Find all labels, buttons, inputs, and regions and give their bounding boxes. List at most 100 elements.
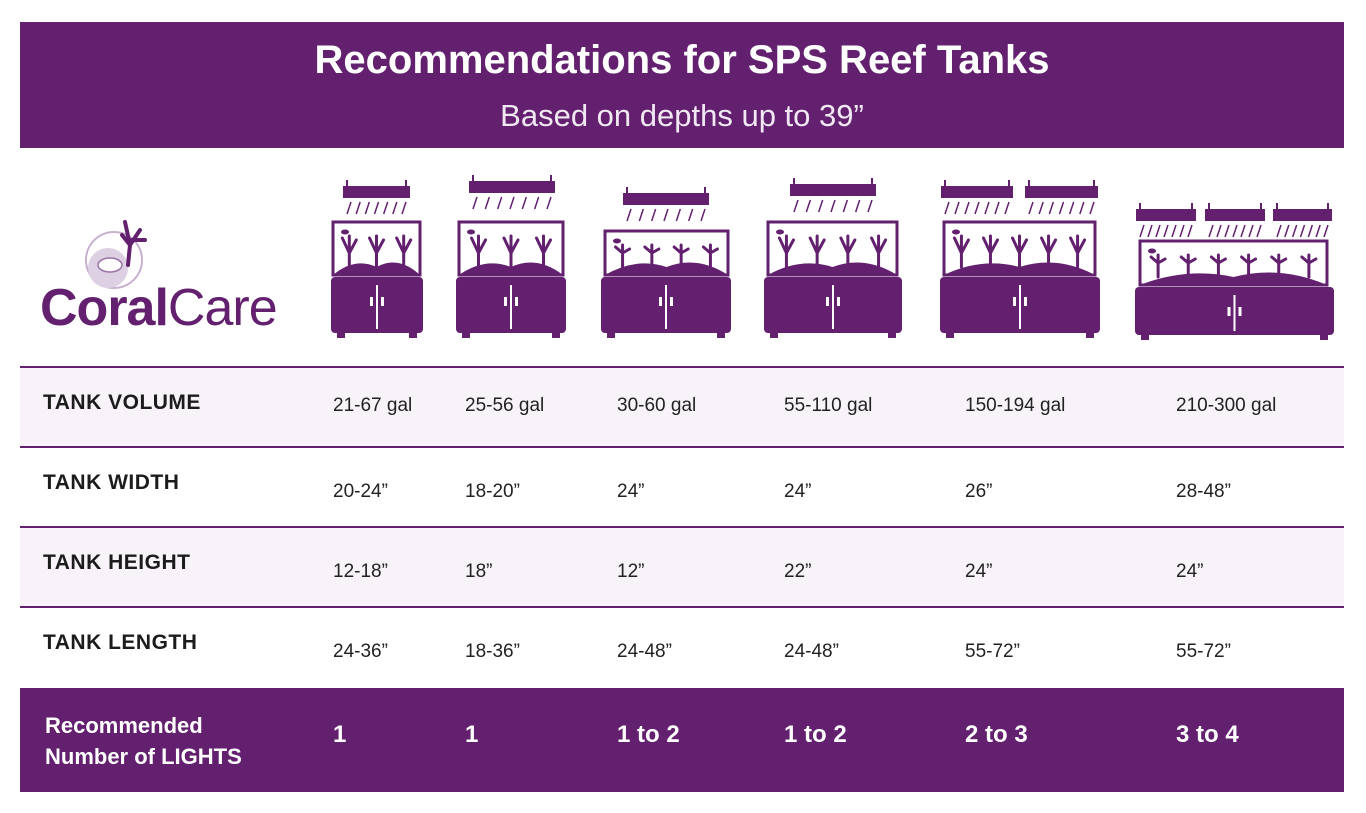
- leg: [552, 333, 560, 338]
- light-ray: [974, 201, 980, 215]
- leg: [1141, 335, 1149, 340]
- light-hanger: [1276, 203, 1278, 209]
- light-hanger: [1028, 180, 1030, 186]
- cell-value: 18-36”: [465, 641, 520, 662]
- coral: [368, 234, 385, 269]
- coral: [535, 234, 552, 269]
- leg: [946, 333, 954, 338]
- light-ray: [994, 201, 1000, 215]
- light-ray: [1187, 224, 1193, 238]
- cell-value: 55-110 gal: [784, 395, 873, 416]
- rocks: [459, 262, 563, 275]
- light-ray: [1155, 224, 1161, 238]
- coral: [470, 234, 487, 269]
- light-ray: [509, 196, 515, 210]
- cell-value: 24-36”: [333, 641, 388, 662]
- logo-regular: Care: [167, 279, 278, 337]
- cell-value: 150-194 gal: [965, 395, 1066, 416]
- rocks: [1140, 272, 1327, 285]
- light-hanger: [1191, 203, 1193, 209]
- light-ray: [472, 196, 478, 210]
- light-ray: [700, 208, 706, 222]
- rocks: [768, 262, 897, 275]
- footer-value: 1: [465, 721, 479, 748]
- fish: [1148, 248, 1156, 254]
- light-ray: [392, 201, 398, 215]
- handle: [515, 297, 518, 306]
- leg: [409, 333, 417, 338]
- coral: [808, 234, 826, 269]
- coral: [839, 234, 857, 269]
- light: [941, 186, 1013, 198]
- light-ray: [687, 208, 694, 222]
- light-ray: [984, 201, 990, 215]
- light-ray: [842, 199, 849, 213]
- light-ray: [546, 196, 552, 210]
- light-hanger: [346, 180, 348, 186]
- handle: [504, 297, 507, 306]
- light-ray: [638, 208, 645, 222]
- coral: [981, 234, 999, 269]
- coral: [502, 234, 520, 269]
- cell-value: 24”: [965, 561, 993, 582]
- light-hanger: [1208, 203, 1210, 209]
- fish: [952, 229, 960, 235]
- light-ray: [1224, 224, 1230, 238]
- light-ray: [954, 201, 960, 215]
- light-ray: [355, 201, 361, 215]
- footer-value: 1 to 2: [617, 721, 680, 748]
- light-ray: [964, 201, 970, 215]
- light-ray: [626, 208, 632, 222]
- fish: [341, 229, 349, 235]
- light-hanger: [793, 178, 795, 184]
- light: [469, 181, 555, 193]
- light-ray: [1068, 201, 1075, 215]
- cell-value: 18-20”: [465, 481, 520, 502]
- rocks: [605, 262, 728, 275]
- light-ray: [867, 199, 873, 213]
- light-hanger: [550, 175, 552, 181]
- handle: [1013, 297, 1016, 306]
- coral: [340, 234, 358, 269]
- row-label: TANK VOLUME: [43, 391, 201, 414]
- handle: [370, 297, 373, 306]
- cell-value: 25-56 gal: [465, 395, 545, 416]
- footer-label: Recommended Number of LIGHTS: [45, 710, 242, 772]
- light-ray: [650, 208, 657, 222]
- leg: [337, 333, 345, 338]
- coral: [1040, 234, 1058, 269]
- light: [1136, 209, 1196, 221]
- coral: [1300, 253, 1318, 279]
- row-label: TANK LENGTH: [43, 631, 198, 654]
- coral: [952, 234, 970, 269]
- footer-value: 3 to 4: [1176, 721, 1239, 748]
- coral: [395, 234, 413, 269]
- logo-icon: [85, 220, 147, 289]
- handle: [1024, 297, 1027, 306]
- table-row: TANK HEIGHT 12-18” 18” 12” 22” 24” 24”: [20, 526, 1344, 607]
- header: Recommendations for SPS Reef Tanks Based…: [20, 22, 1344, 148]
- fish: [776, 229, 784, 235]
- coral: [777, 234, 795, 269]
- row-label: TANK HEIGHT: [43, 551, 191, 574]
- leg: [462, 333, 470, 338]
- cell-value: 12-18”: [333, 561, 388, 582]
- handle: [837, 297, 840, 306]
- light-ray: [944, 201, 950, 215]
- coral: [1149, 253, 1167, 279]
- cell-value: 24-48”: [617, 641, 672, 662]
- light-ray: [1240, 224, 1246, 238]
- cell-value: 24”: [784, 481, 812, 502]
- light-ray: [521, 196, 528, 210]
- light-ray: [663, 208, 669, 222]
- coral: [1179, 253, 1197, 279]
- light-ray: [1248, 224, 1254, 238]
- light-ray: [1058, 201, 1065, 215]
- cell-value: 26”: [965, 481, 993, 502]
- light-ray: [496, 196, 503, 210]
- cell-value: 12”: [617, 561, 645, 582]
- coral: [1209, 253, 1227, 279]
- footer-value: 1: [333, 721, 347, 748]
- light-hanger: [626, 187, 628, 193]
- light-hanger: [1008, 180, 1010, 186]
